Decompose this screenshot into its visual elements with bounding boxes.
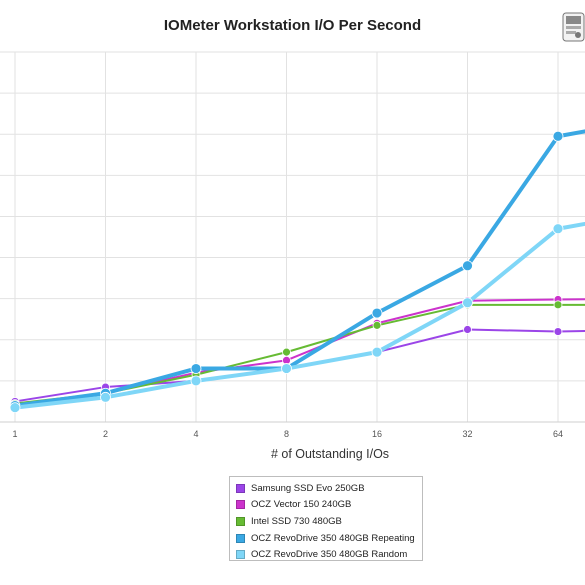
series-2 bbox=[10, 300, 585, 408]
legend-label: OCZ RevoDrive 350 480GB Random bbox=[251, 549, 408, 561]
series-layer bbox=[9, 129, 585, 414]
data-point bbox=[100, 391, 111, 403]
legend-label: OCZ Vector 150 240GB bbox=[251, 499, 352, 511]
legend-item: Intel SSD 730 480GB bbox=[236, 513, 422, 530]
data-point bbox=[463, 325, 472, 334]
chart-legend: Samsung SSD Evo 250GB OCZ Vector 150 240G… bbox=[229, 476, 423, 561]
data-point bbox=[553, 300, 563, 310]
legend-item: OCZ RevoDrive 350 480GB Random bbox=[236, 546, 422, 563]
legend-swatch bbox=[236, 516, 245, 526]
x-tick-label: 2 bbox=[103, 429, 108, 439]
series-4 bbox=[9, 221, 585, 414]
x-tick-labels: 1 2 4 8 16 32 64 bbox=[12, 429, 563, 439]
x-tick-label: 64 bbox=[553, 429, 563, 439]
site-logo-icon bbox=[562, 12, 585, 42]
x-axis-label: # of Outstanding I/Os bbox=[271, 447, 389, 461]
legend-label: OCZ RevoDrive 350 480GB Repeating bbox=[251, 532, 415, 544]
data-point bbox=[462, 297, 473, 309]
series-line bbox=[14, 221, 585, 410]
data-point bbox=[9, 402, 21, 414]
x-tick-label: 1 bbox=[12, 429, 17, 439]
legend-item: OCZ RevoDrive 350 480GB Repeating bbox=[236, 530, 422, 547]
series-1 bbox=[10, 295, 585, 410]
legend-swatch bbox=[236, 533, 245, 543]
legend-label: Samsung SSD Evo 250GB bbox=[251, 482, 365, 494]
x-tick-label: 16 bbox=[372, 429, 382, 439]
data-point bbox=[462, 260, 473, 272]
data-point bbox=[553, 327, 563, 336]
data-point bbox=[371, 346, 383, 358]
legend-item: OCZ Vector 150 240GB bbox=[236, 497, 422, 514]
data-point bbox=[282, 347, 291, 357]
x-tick-label: 32 bbox=[462, 429, 472, 439]
data-point bbox=[190, 375, 202, 387]
chart-title: IOMeter Workstation I/O Per Second bbox=[163, 17, 422, 34]
data-point bbox=[552, 223, 564, 235]
data-point bbox=[282, 355, 291, 365]
legend-item: Samsung SSD Evo 250GB bbox=[236, 480, 422, 497]
data-point bbox=[372, 320, 382, 330]
legend-label: Intel SSD 730 480GB bbox=[251, 515, 342, 527]
data-point bbox=[190, 363, 202, 374]
legend-swatch bbox=[236, 550, 245, 560]
legend-swatch bbox=[236, 483, 245, 493]
data-point bbox=[552, 130, 564, 142]
series-line bbox=[14, 129, 585, 408]
legend-swatch bbox=[236, 500, 245, 510]
data-point bbox=[371, 307, 383, 319]
x-tick-label: 4 bbox=[193, 429, 198, 439]
x-tick-label: 8 bbox=[284, 429, 289, 439]
data-point bbox=[281, 363, 292, 374]
series-line bbox=[14, 298, 585, 407]
line-chart: 1 2 4 8 16 32 64 # of Outstanding I/Os bbox=[0, 51, 585, 461]
